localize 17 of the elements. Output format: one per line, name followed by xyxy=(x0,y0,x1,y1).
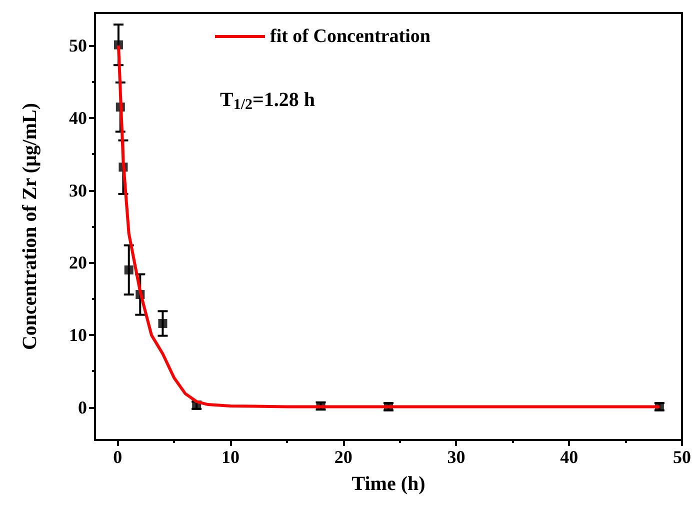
point xyxy=(124,265,134,274)
x-tick-label: 40 xyxy=(560,447,578,467)
x-axis-title: Time (h) xyxy=(352,473,426,495)
x-tick-label: 0 xyxy=(113,447,122,467)
x-tick-label: 50 xyxy=(673,447,691,467)
x-tick-label: 10 xyxy=(221,447,240,467)
point xyxy=(158,318,168,328)
y-tick-label: 50 xyxy=(69,36,87,56)
y-axis-title: Concentration of Zr (μg/mL) xyxy=(19,102,41,350)
legend-label: fit of Concentration xyxy=(270,26,431,47)
x-tick-label: 30 xyxy=(447,447,466,467)
y-tick-label: 30 xyxy=(69,180,87,200)
y-tick-label: 20 xyxy=(69,252,87,273)
y-tick-label: 40 xyxy=(69,108,87,128)
y-tick-label: 0 xyxy=(78,397,87,418)
x-tick-label: 20 xyxy=(334,447,352,467)
y-tick-label: 10 xyxy=(69,325,87,346)
